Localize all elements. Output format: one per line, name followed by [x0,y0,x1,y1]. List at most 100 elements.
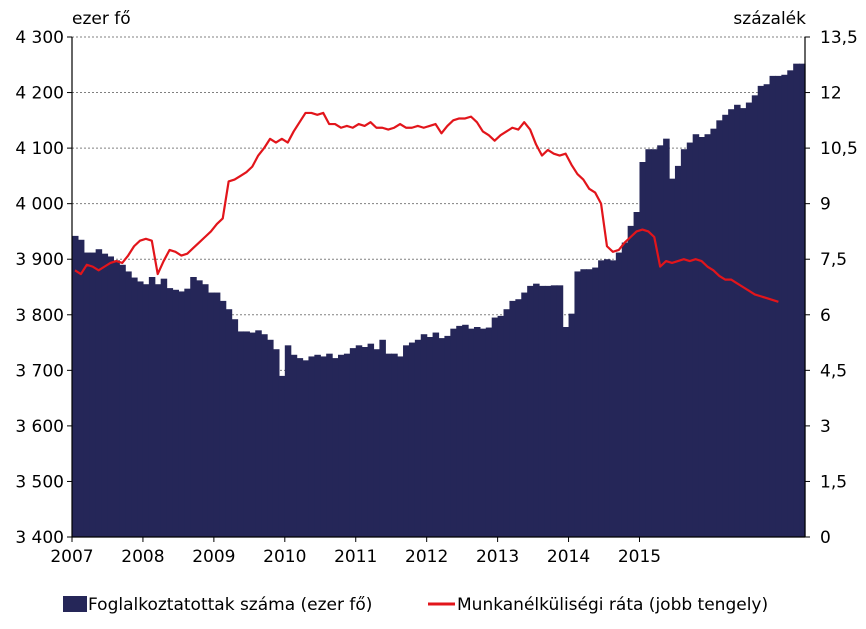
right-tick-label: 9 [820,195,831,215]
bar [249,332,256,537]
bar [426,337,434,537]
bar [172,289,180,537]
bar [722,114,729,538]
bar [137,281,144,537]
bar [680,149,688,537]
bar [669,178,676,537]
left-tick-label: 3 600 [15,417,64,437]
left-tick-label: 3 800 [15,306,64,326]
bar [261,334,268,537]
bar [728,109,735,537]
bar [574,271,581,537]
x-tick-label: 2009 [192,547,235,567]
bar [639,162,646,537]
bar [491,317,499,537]
bar [332,358,339,537]
bar [101,253,109,537]
legend-line-label: Munkanélküliségi ráta (jobb tengely) [457,595,768,615]
right-tick-label: 7,5 [820,250,847,270]
bar [213,292,221,537]
bar [196,280,203,537]
bar [131,277,138,537]
left-axis-unit: ezer fő [72,9,131,29]
bar [745,102,753,538]
bar [320,356,327,537]
bar [739,108,747,537]
bar [408,342,416,537]
bar [562,327,570,537]
left-tick-label: 4 300 [15,28,64,48]
bar [432,332,440,537]
bar [308,356,315,537]
bar [154,284,162,537]
bar [379,339,386,537]
bar [645,149,652,537]
bar [456,325,463,537]
left-tick-label: 3 500 [15,472,64,492]
x-tick-label: 2008 [121,547,164,567]
x-tick-label: 2015 [618,547,661,567]
bar [473,327,481,537]
bar [775,75,782,537]
x-tick-label: 2012 [405,547,448,567]
left-tick-label: 4 200 [15,84,64,104]
right-tick-label: 6 [820,306,831,326]
bar [604,259,611,537]
unemployment-line [74,111,779,303]
bar [119,264,126,537]
bar [734,104,741,538]
bar [113,260,120,537]
bar [125,271,132,537]
bar [521,292,528,537]
bar [468,328,475,537]
bar [160,278,168,537]
bar [462,324,469,537]
bar [799,63,806,538]
bar [403,345,410,537]
bar [657,145,664,538]
bar [355,345,363,537]
bar [781,74,788,538]
bar [361,347,369,537]
bar [674,165,682,537]
x-tick-label: 2007 [50,547,93,567]
legend-bar-swatch [63,596,87,612]
legend: Foglalkoztatottak száma (ezer fő) Munkan… [63,595,768,615]
right-tick-label: 4,5 [820,361,847,381]
right-axis-ticks: 0 1,5 3 4,5 6 7,5 9 10,5 12 13,5 [805,28,858,548]
bar [420,334,428,537]
bar [190,277,197,537]
bar [479,328,487,537]
bar [255,330,262,537]
left-axis-ticks: 3 400 3 500 3 600 3 700 3 800 3 900 4 000 4 100… [15,28,72,548]
bar [166,288,174,537]
bar [450,328,457,537]
right-axis-unit: százalék [733,9,806,29]
bar [586,269,593,537]
left-tick-label: 3 900 [15,250,64,270]
bar [367,343,375,537]
bar [397,356,404,537]
bar [83,252,91,538]
left-tick-label: 4 100 [15,139,64,159]
bar [296,358,304,537]
legend-bar-label: Foglalkoztatottak száma (ezer fő) [88,595,372,615]
bar [95,249,103,537]
bar [716,120,723,537]
bar [290,354,298,537]
bar [385,353,392,537]
bar [544,285,552,537]
bar [609,260,617,537]
right-tick-label: 3 [820,417,831,437]
bar [148,277,156,537]
bar [302,360,310,537]
left-tick-label: 3 400 [15,528,64,548]
bar [207,292,215,537]
left-tick-label: 3 700 [15,361,64,381]
bar [349,348,357,537]
bar [243,331,250,537]
bar [272,349,280,537]
bar [710,128,717,537]
